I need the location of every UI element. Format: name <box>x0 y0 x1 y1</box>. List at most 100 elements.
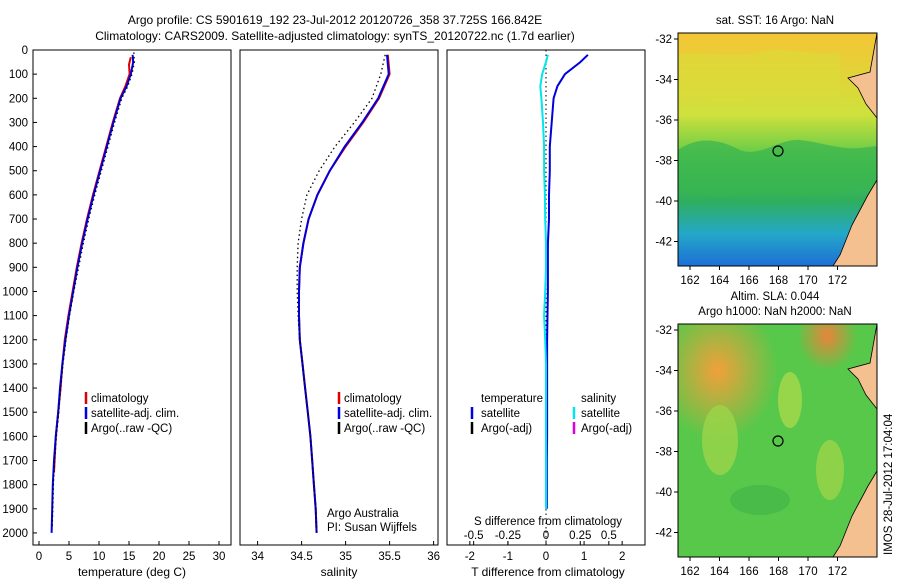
legend-label-s-argo: Argo(-adj) <box>581 423 632 435</box>
temperature-series <box>50 52 136 533</box>
lon-tick-label: 166 <box>739 275 758 287</box>
legend-label-satellite: satellite-adj. clim. <box>91 408 179 420</box>
depth-tick-label: 300 <box>9 117 28 129</box>
series-s-satellite <box>539 54 549 509</box>
depth-tick-label: 900 <box>9 262 28 274</box>
difference-series <box>539 50 589 545</box>
series-t-satellite <box>545 54 589 509</box>
lat-tick-label: -40 <box>655 487 672 499</box>
lat-tick-label: -38 <box>655 156 672 168</box>
legend-title-salinity: salinity <box>581 393 616 405</box>
depth-tick-label: 1100 <box>3 311 28 323</box>
temperature-x-ticks: 0 5 10 15 20 25 30 <box>36 541 226 563</box>
depth-tick-label: 1400 <box>2 383 28 395</box>
lat-tick-label: -34 <box>655 366 672 378</box>
sla-blob <box>816 440 844 500</box>
depth-tick-label: 1500 <box>2 407 28 419</box>
x-tick-label: 0 <box>543 551 549 563</box>
x-tick-label: 35 <box>339 551 352 563</box>
x-tick-label: -0.25 <box>495 530 521 542</box>
depth-tick-labels: 0 100 200 300 400 500 600 700 800 900 1000 1100 1200… <box>2 45 451 540</box>
lat-tick-label: -32 <box>655 34 672 46</box>
salinity-x-ticks: 34 34.5 35 35.5 36 <box>251 541 440 563</box>
legend-label-argo: Argo(..raw -QC) <box>344 423 425 435</box>
sla-blob <box>702 405 738 475</box>
lat-tick-label: -36 <box>655 406 672 418</box>
header-line-1: Argo profile: CS 5901619_192 23-Jul-2012… <box>128 13 542 27</box>
depth-tick-label: 1800 <box>2 480 28 492</box>
temperature-xlabel: temperature (deg C) <box>78 565 186 579</box>
lat-tick-label: -40 <box>655 196 672 208</box>
x-tick-label: -0.5 <box>464 530 484 542</box>
series-satellite-adj-clim- <box>298 54 390 533</box>
depth-tick-label: 200 <box>9 93 28 105</box>
lon-tick-label: 162 <box>680 275 699 287</box>
lon-tick-label: 166 <box>739 566 758 578</box>
lon-tick-label: 168 <box>769 275 788 287</box>
x-tick-label: 34 <box>251 551 264 563</box>
lon-tick-label: 164 <box>710 275 730 287</box>
depth-tick-label: 600 <box>9 190 28 202</box>
temperature-panel: 0100200300400500600700800900100011001200… <box>2 45 451 579</box>
argo-location-marker <box>772 145 784 157</box>
series-argo-raw-qc- <box>296 54 386 533</box>
sla-lat-ticks: -32 -34 -36 -38 -40 -42 <box>655 325 678 540</box>
x-tick-label: 2 <box>619 551 625 563</box>
depth-tick-label: 1200 <box>2 335 28 347</box>
imos-timestamp: IMOS 28-Jul-2012 17:04:04 <box>883 413 895 555</box>
lat-tick-label: -34 <box>655 75 672 87</box>
sla-blob <box>778 372 802 428</box>
legend-label-t-satellite: satellite <box>481 408 520 420</box>
salinity-xlabel: salinity <box>321 565 358 579</box>
t-difference-label: T difference from climatology <box>471 565 625 579</box>
s-difference-label: S difference from climatology <box>474 516 622 528</box>
legend-label-climatology: climatology <box>91 393 149 405</box>
x-tick-label: 10 <box>93 551 106 563</box>
sla-map: Altim. SLA: 0.044 Argo h1000: NaN h2000:… <box>655 291 878 578</box>
depth-tick-label: 1900 <box>2 504 28 516</box>
argo-location-marker <box>772 435 784 447</box>
sst-lon-ticks: 162 164 166 168 170 172 <box>680 266 847 287</box>
x-tick-label: 36 <box>427 551 440 563</box>
temperature-axes-box <box>32 49 232 546</box>
lon-tick-label: 172 <box>828 275 847 287</box>
x-tick-label: 35.5 <box>378 551 400 563</box>
sla-blob <box>730 485 790 515</box>
x-tick-label: 34.5 <box>290 551 312 563</box>
pi-label: PI: Susan Wijffels <box>327 522 417 534</box>
header-line-2: Climatology: CARS2009. Satellite-adjuste… <box>95 29 575 43</box>
x-tick-label: 0.5 <box>601 530 617 542</box>
x-tick-label: 5 <box>66 551 72 563</box>
sla-title-2: Argo h1000: NaN h2000: NaN <box>698 306 851 318</box>
lat-tick-label: -36 <box>655 115 672 127</box>
depth-tick-label: 700 <box>9 214 28 226</box>
lat-tick-label: -42 <box>655 528 672 540</box>
lon-tick-label: 170 <box>798 566 817 578</box>
temperature-legend: climatology satellite-adj. clim. Argo(..… <box>84 392 179 435</box>
sst-map: sat. SST: 16 Argo: NaN -32 -34 -36 -38 -40 -4… <box>655 15 878 287</box>
x-tick-label: 30 <box>213 551 226 563</box>
legend-label-s-satellite: satellite <box>581 408 620 420</box>
x-tick-label: -1 <box>503 551 513 563</box>
x-tick-label: -2 <box>465 551 475 563</box>
sla-title-1: Altim. SLA: 0.044 <box>731 291 820 303</box>
depth-tick-label: 1700 <box>2 455 28 467</box>
lon-tick-label: 162 <box>680 566 699 578</box>
sst-lat-ticks: -32 -34 -36 -38 -40 -42 <box>655 34 678 249</box>
legend-label-argo: Argo(..raw -QC) <box>91 423 172 435</box>
lat-tick-label: -38 <box>655 447 672 459</box>
legend-title-temperature: temperature <box>481 393 543 405</box>
lon-tick-label: 172 <box>828 566 847 578</box>
lat-tick-label: -42 <box>655 237 672 249</box>
x-tick-label: 25 <box>183 551 196 563</box>
depth-tick-label: 400 <box>9 142 28 154</box>
sst-green-band <box>678 139 877 197</box>
depth-tick-label: 1600 <box>2 431 28 443</box>
depth-tick-label: 100 <box>9 69 28 81</box>
x-tick-label: 15 <box>123 551 136 563</box>
depth-tick-label: 1300 <box>2 359 28 371</box>
legend-label-satellite: satellite-adj. clim. <box>344 408 432 420</box>
x-tick-label: 0 <box>36 551 42 563</box>
